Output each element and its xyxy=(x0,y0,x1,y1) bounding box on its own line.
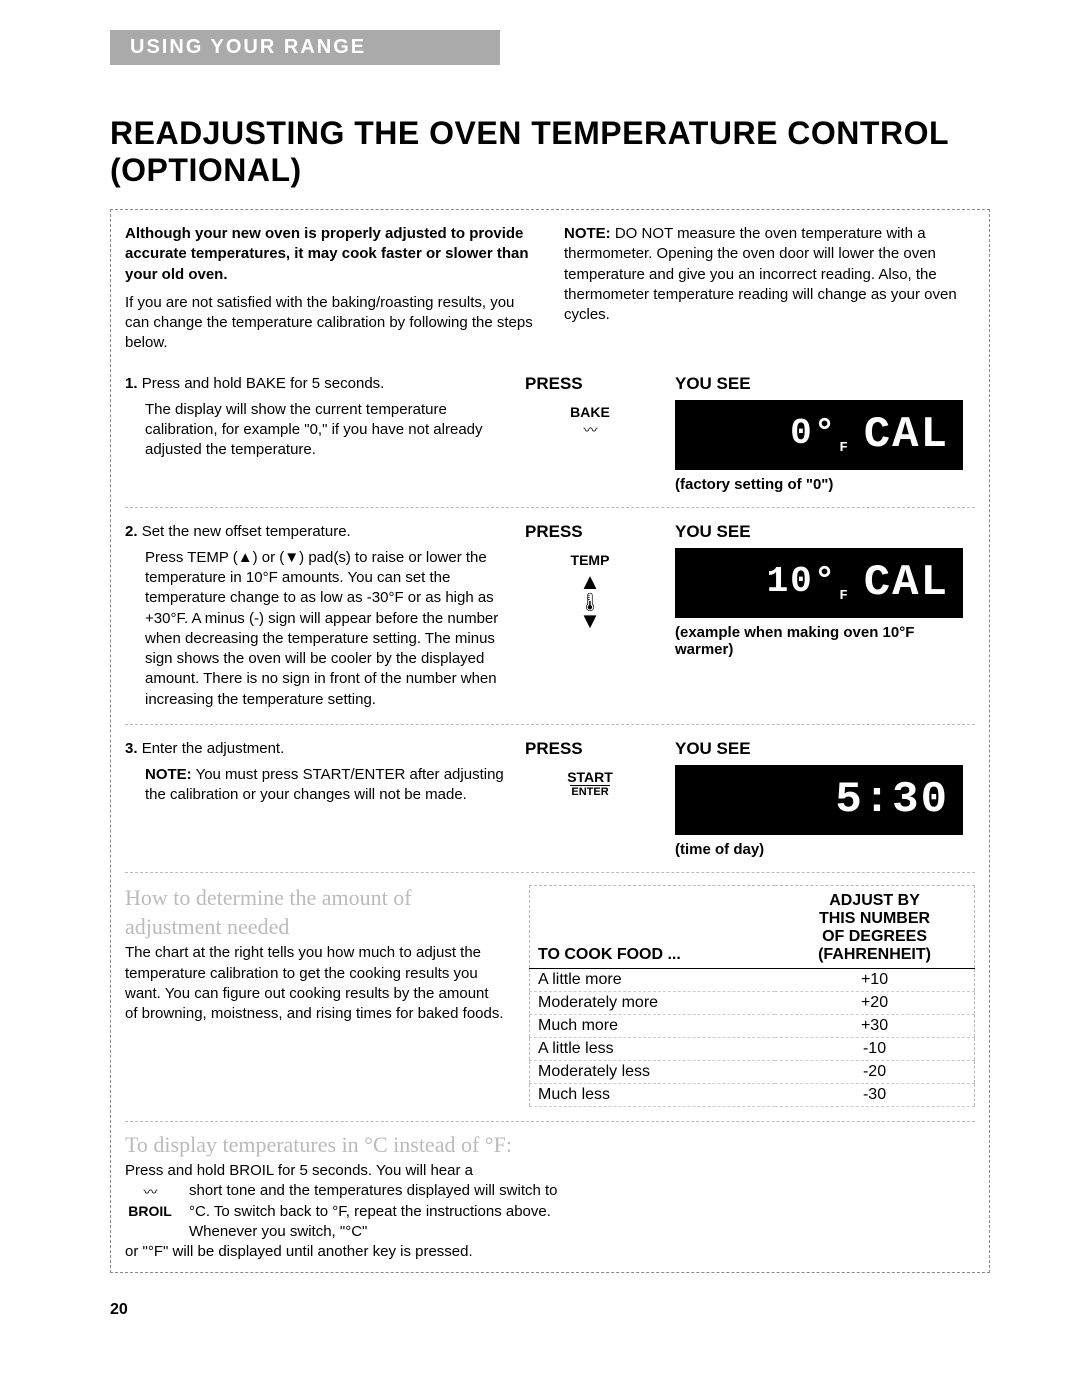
display-readout-3: 5:30 xyxy=(675,765,963,835)
adjust-heading-1: How to determine the amount of xyxy=(125,885,505,910)
adjust-text: The chart at the right tells you how muc… xyxy=(125,943,505,1024)
table-row: Much less-30 xyxy=(530,1083,975,1106)
bake-button-label: BAKE xyxy=(525,404,655,420)
celsius-section: To display temperatures in °C instead of… xyxy=(125,1121,975,1263)
yousee-header: YOU SEE xyxy=(675,374,975,394)
broil-button-label: BROIL xyxy=(125,1202,175,1221)
table-row: Moderately less-20 xyxy=(530,1060,975,1083)
section-banner: USING YOUR RANGE xyxy=(110,30,500,65)
table-row: A little more+10 xyxy=(530,968,975,991)
start-button-label: START xyxy=(525,769,655,785)
page-number: 20 xyxy=(110,1301,990,1319)
adjust-heading-2: adjustment needed xyxy=(125,914,505,939)
step-1: 1. Press and hold BAKE for 5 seconds. Th… xyxy=(125,368,975,493)
intro-para: If you are not satisfied with the baking… xyxy=(125,293,536,354)
enter-button-label: ENTER xyxy=(570,785,610,798)
step-2: 2. Set the new offset temperature. Press… xyxy=(125,507,975,710)
content-box: Although your new oven is properly adjus… xyxy=(110,209,990,1273)
page-title: READJUSTING THE OVEN TEMPERATURE CONTROL… xyxy=(110,115,990,189)
table-row: Much more+30 xyxy=(530,1014,975,1037)
adjustment-section: How to determine the amount of adjustmen… xyxy=(125,872,975,1107)
adjustment-table: TO COOK FOOD ... ADJUST BY THIS NUMBER O… xyxy=(529,885,975,1107)
heat-wave-icon: 〰 xyxy=(125,1183,175,1202)
heat-wave-icon: 〰 xyxy=(525,420,655,440)
celsius-heading: To display temperatures in °C instead of… xyxy=(125,1132,975,1157)
temp-arrows-icon: ▲🌡▼ xyxy=(525,572,655,631)
press-header: PRESS xyxy=(525,374,655,394)
table-row: A little less-10 xyxy=(530,1037,975,1060)
caption-1: (factory setting of "0") xyxy=(675,476,975,493)
temp-button-label: TEMP xyxy=(525,552,655,568)
intro-bold: Although your new oven is properly adjus… xyxy=(125,224,536,285)
step-3: 3. Enter the adjustment. NOTE: You must … xyxy=(125,724,975,858)
display-readout-2: 10°F CAL xyxy=(675,548,963,618)
caption-3: (time of day) xyxy=(675,841,975,858)
intro-note: NOTE: DO NOT measure the oven temperatur… xyxy=(564,224,975,325)
caption-2: (example when making oven 10°F warmer) xyxy=(675,624,975,658)
table-row: Moderately more+20 xyxy=(530,991,975,1014)
display-readout-1: 0°F CAL xyxy=(675,400,963,470)
